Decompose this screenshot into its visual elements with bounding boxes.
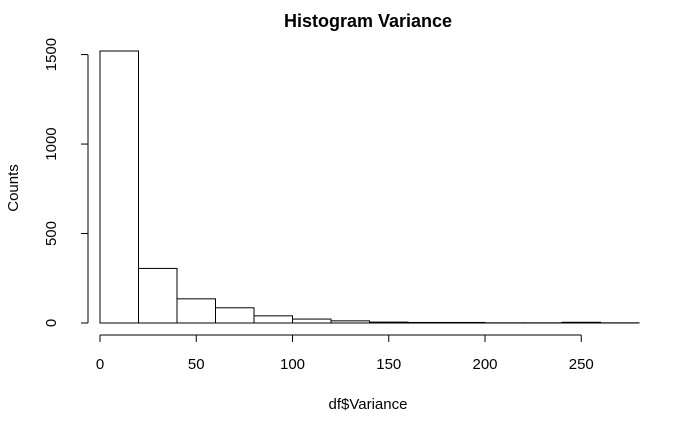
y-tick-label: 0 <box>43 319 60 327</box>
bars-group <box>99 50 640 324</box>
histogram-bar <box>99 50 139 324</box>
chart-title: Histogram Variance <box>284 11 452 31</box>
x-tick-label: 150 <box>376 356 401 373</box>
y-tick-label: 1500 <box>43 38 60 71</box>
x-tick-label: 100 <box>280 356 305 373</box>
y-axis-label: Counts <box>5 164 22 212</box>
histogram-bar <box>292 318 332 324</box>
x-tick-label: 250 <box>569 356 594 373</box>
x-axis: 0 50 100 150 200 250 <box>96 334 594 373</box>
histogram-bar <box>215 307 255 324</box>
histogram-bar <box>253 315 293 324</box>
x-tick-label: 0 <box>96 356 104 373</box>
x-tick-label: 200 <box>472 356 497 373</box>
y-tick-label: 500 <box>43 221 60 246</box>
y-axis: 0 500 1000 1500 <box>43 38 89 327</box>
x-tick-label: 50 <box>188 356 205 373</box>
y-tick-label: 1000 <box>43 127 60 160</box>
histogram-bar <box>138 267 178 324</box>
histogram-bar <box>176 298 216 324</box>
x-axis-label: df$Variance <box>329 396 408 413</box>
